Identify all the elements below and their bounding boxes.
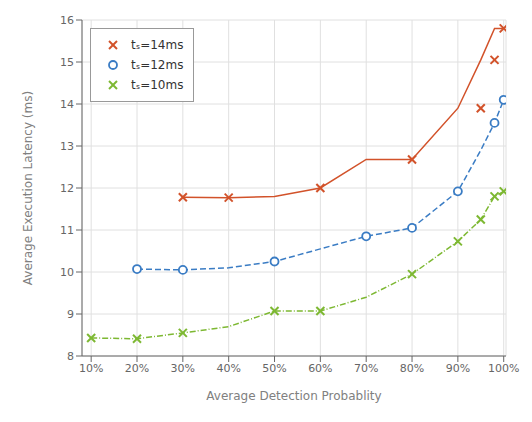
- svg-text:12: 12: [60, 182, 74, 195]
- svg-text:9: 9: [67, 308, 74, 321]
- svg-text:Average Detection Probablity: Average Detection Probablity: [206, 389, 381, 403]
- svg-text:60%: 60%: [308, 362, 332, 375]
- html-text:tₛ=14ms: tₛ=14ms: [131, 38, 184, 52]
- html-text:tₛ=12ms: tₛ=12ms: [131, 58, 184, 72]
- svg-text:10: 10: [60, 266, 74, 279]
- svg-text:90%: 90%: [446, 362, 470, 375]
- svg-text:15: 15: [60, 56, 74, 69]
- svg-text:8: 8: [67, 350, 74, 363]
- svg-text:11: 11: [60, 224, 74, 237]
- html-text:tₛ=10ms: tₛ=10ms: [131, 78, 184, 92]
- svg-text:100%: 100%: [488, 362, 519, 375]
- svg-text:30%: 30%: [171, 362, 195, 375]
- svg-text:Average Execution Latency (ms): Average Execution Latency (ms): [21, 91, 35, 285]
- svg-text:14: 14: [60, 98, 74, 111]
- svg-text:10%: 10%: [79, 362, 103, 375]
- svg-text:13: 13: [60, 140, 74, 153]
- svg-text:50%: 50%: [262, 362, 286, 375]
- svg-text:16: 16: [60, 14, 74, 27]
- svg-text:80%: 80%: [400, 362, 424, 375]
- svg-text:20%: 20%: [125, 362, 149, 375]
- svg-text:40%: 40%: [216, 362, 240, 375]
- svg-text:70%: 70%: [354, 362, 378, 375]
